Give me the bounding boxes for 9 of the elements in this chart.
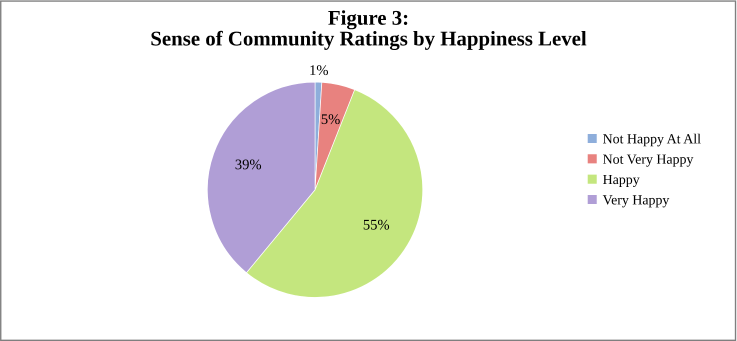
legend-label: Happy (603, 174, 640, 188)
data-label: 39% (236, 160, 262, 170)
data-label: 1% (310, 65, 328, 76)
legend-label: Not Very Happy (603, 154, 694, 167)
legend-label: Not Happy At All (603, 134, 701, 146)
legend-label: Very Happy (602, 195, 670, 208)
data-label: 55% (364, 220, 390, 230)
data-label: 5% (322, 114, 340, 124)
chart-title: Figure 3: Sense of Community Ratings by Happiness Level (151, 10, 586, 50)
